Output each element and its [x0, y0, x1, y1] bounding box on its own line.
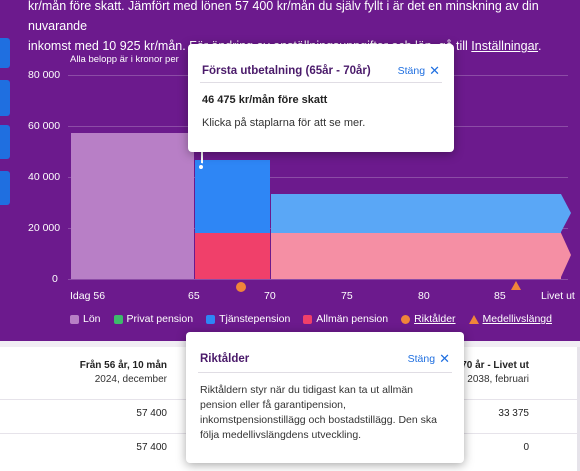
- payout-amount: 46 475 kr/mån före skatt: [202, 94, 328, 106]
- legend-swatch: [113, 314, 123, 324]
- popover-title: Riktålder: [200, 353, 250, 365]
- legend-swatch: [303, 314, 313, 324]
- bar-arrow-tip: [561, 233, 571, 278]
- popover-pointer-dot: [197, 163, 205, 171]
- col-title: 70 år - Livet ut: [461, 360, 529, 371]
- side-tab-1[interactable]: [0, 38, 10, 68]
- close-label: Stäng: [407, 353, 436, 365]
- legend-swatch: [206, 314, 216, 324]
- bar-tjänstepension[interactable]: [271, 193, 561, 234]
- x-tick-label: 70: [264, 290, 276, 302]
- divider: [198, 372, 452, 373]
- legend-swatch: [401, 314, 411, 324]
- cell-later: 33 375: [498, 408, 529, 419]
- chart-note: Alla belopp är i kronor per: [70, 54, 179, 65]
- x-tick-label: Idag 56: [70, 290, 106, 302]
- popover-title: Första utbetalning (65år - 70år): [202, 64, 371, 77]
- legend-item-riktalder[interactable]: Riktålder: [401, 313, 456, 325]
- y-tick-label: 40 000: [28, 171, 61, 183]
- x-tick-label: 65: [188, 290, 200, 302]
- close-label: Stäng: [397, 64, 426, 77]
- intro-line-2-end: .: [538, 39, 542, 53]
- popover-header: Första utbetalning (65år - 70år) Stäng ✕: [188, 44, 454, 82]
- y-tick-label: 20 000: [28, 222, 61, 234]
- close-button[interactable]: Stäng ✕: [407, 351, 450, 366]
- x-tick-label: 75: [341, 290, 353, 302]
- col-subtitle: 2038, februari: [467, 374, 529, 385]
- bar-allmän-pension[interactable]: [271, 233, 561, 279]
- cell-now: 57 400: [136, 442, 167, 453]
- y-tick-label: 0: [52, 273, 58, 285]
- popover-header: Riktålder Stäng ✕: [186, 332, 464, 372]
- gridline-40000: [68, 177, 568, 178]
- legend-swatch: [70, 314, 79, 324]
- popover-pointer-line: [201, 150, 203, 166]
- col-head-later: 70 år - Livet ut 2038, februari: [461, 359, 529, 387]
- close-button[interactable]: Stäng ✕: [397, 62, 440, 78]
- riktalder-description: Riktåldern styr när du tidigast kan ta u…: [200, 384, 437, 441]
- legend-label: Tjänstepension: [219, 313, 291, 325]
- side-tab-4[interactable]: [0, 171, 10, 205]
- medellivslangd-marker[interactable]: [511, 281, 521, 290]
- x-tick-label: 80: [418, 290, 430, 302]
- x-tick-label: 85: [494, 290, 506, 302]
- legend-label: Allmän pension: [316, 313, 389, 325]
- bar-lön[interactable]: [71, 132, 194, 279]
- col-subtitle: 2024, december: [94, 374, 167, 385]
- cell-later: 0: [523, 442, 529, 453]
- bar-arrow-tip: [561, 193, 571, 232]
- legend-label: Lön: [83, 313, 101, 325]
- intro-line-1: kr/mån före skatt. Jämfört med lönen 57 …: [28, 0, 539, 33]
- legend-label[interactable]: Riktålder: [414, 313, 456, 325]
- cell-now: 57 400: [136, 408, 167, 419]
- bar-tjänstepension[interactable]: [195, 160, 270, 234]
- col-title: Från 56 år, 10 mån: [79, 360, 167, 371]
- first-payout-popover: Första utbetalning (65år - 70år) Stäng ✕ …: [188, 44, 454, 152]
- legend-swatch: [468, 314, 479, 324]
- riktalder-popover: Riktålder Stäng ✕ Riktåldern styr när du …: [186, 332, 464, 463]
- gridline-0: [68, 279, 568, 280]
- col-head-now: Från 56 år, 10 mån 2024, december: [80, 359, 167, 387]
- x-tick-label: Livet ut: [541, 290, 575, 302]
- divider: [200, 82, 442, 83]
- y-tick-label: 60 000: [28, 120, 61, 132]
- legend-item-privat-pension: Privat pension: [113, 313, 194, 325]
- bar-allmän-pension[interactable]: [195, 233, 270, 279]
- close-icon: ✕: [439, 351, 450, 366]
- payout-hint: Klicka på staplarna för att se mer.: [202, 117, 366, 129]
- close-icon: ✕: [429, 62, 440, 78]
- legend-label[interactable]: Medellivslängd: [482, 313, 552, 325]
- riktalder-marker[interactable]: [236, 282, 246, 292]
- side-tab-3[interactable]: [0, 125, 10, 159]
- side-tab-2[interactable]: [0, 80, 10, 116]
- legend-item-allman-pension: Allmän pension: [303, 313, 388, 325]
- settings-link[interactable]: Inställningar: [471, 39, 539, 53]
- legend-item-medellivslangd[interactable]: Medellivslängd: [468, 313, 552, 325]
- chart-legend: Lön Privat pension Tjänstepension Allmän…: [70, 312, 565, 326]
- legend-item-lon: Lön: [70, 313, 101, 325]
- legend-item-tjanstepension: Tjänstepension: [206, 313, 290, 325]
- card-edge: [577, 347, 580, 471]
- y-tick-label: 80 000: [28, 69, 61, 81]
- legend-label: Privat pension: [126, 313, 194, 325]
